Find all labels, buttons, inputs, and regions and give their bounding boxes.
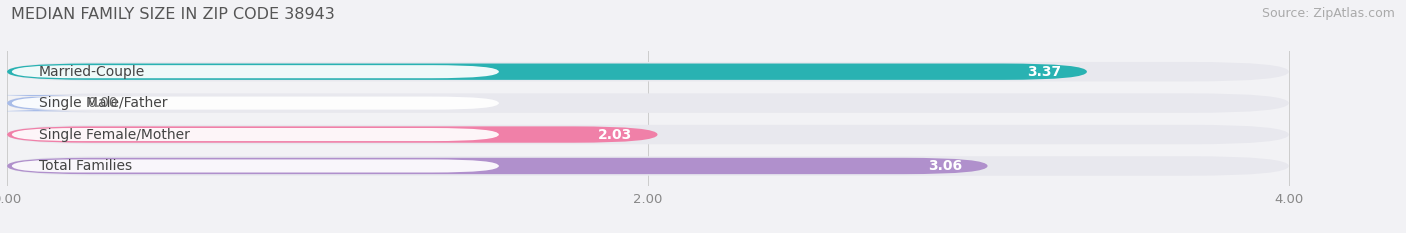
Text: 3.37: 3.37 (1028, 65, 1062, 79)
FancyBboxPatch shape (11, 128, 499, 141)
Text: Single Male/Father: Single Male/Father (39, 96, 167, 110)
Text: MEDIAN FAMILY SIZE IN ZIP CODE 38943: MEDIAN FAMILY SIZE IN ZIP CODE 38943 (11, 7, 335, 22)
FancyBboxPatch shape (7, 126, 658, 143)
FancyBboxPatch shape (7, 156, 1289, 176)
Text: Source: ZipAtlas.com: Source: ZipAtlas.com (1261, 7, 1395, 20)
Text: Married-Couple: Married-Couple (39, 65, 145, 79)
FancyBboxPatch shape (7, 62, 1289, 81)
Text: 2.03: 2.03 (598, 127, 631, 141)
Text: 0.00: 0.00 (87, 96, 118, 110)
FancyBboxPatch shape (7, 64, 1087, 80)
FancyBboxPatch shape (7, 93, 1289, 113)
FancyBboxPatch shape (11, 97, 499, 110)
FancyBboxPatch shape (11, 65, 499, 78)
Text: Single Female/Mother: Single Female/Mother (39, 127, 190, 141)
Text: 3.06: 3.06 (928, 159, 962, 173)
FancyBboxPatch shape (7, 125, 1289, 144)
Text: Total Families: Total Families (39, 159, 132, 173)
FancyBboxPatch shape (7, 158, 987, 174)
FancyBboxPatch shape (0, 95, 90, 111)
FancyBboxPatch shape (11, 159, 499, 172)
